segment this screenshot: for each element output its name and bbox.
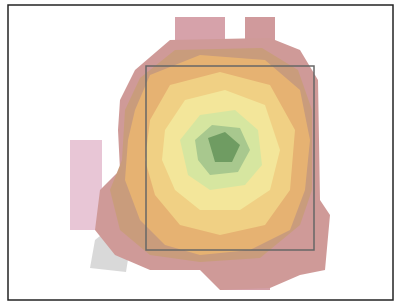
cell bbox=[175, 17, 225, 42]
map bbox=[0, 0, 397, 304]
page: {} (() => { const data = JSON.parse(docu… bbox=[0, 0, 397, 304]
